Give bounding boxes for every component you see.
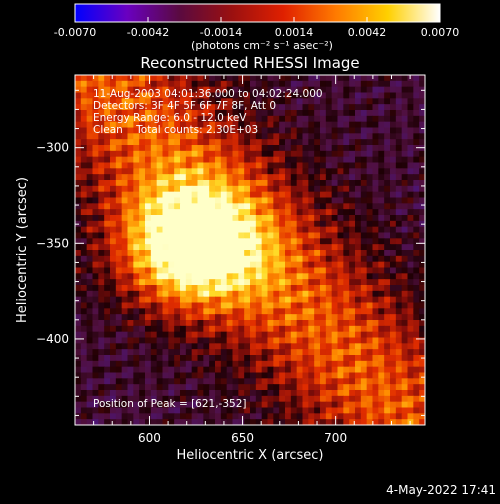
- y-tick-label: −300: [36, 141, 69, 155]
- x-axis-ticks: 600 650 700: [74, 75, 411, 445]
- colorbar-tick-label: 0.0014: [275, 26, 314, 39]
- footer-date: 4-May-2022 17:41: [386, 483, 496, 497]
- annotation-time: 11-Aug-2003 04:01:36.000 to 04:02:24.000: [93, 88, 323, 100]
- heatmap-image: [75, 75, 425, 425]
- x-tick-label: 600: [138, 431, 161, 445]
- annotation-clean: Clean Total counts: 2.30E+03: [93, 124, 258, 136]
- colorbar-gradient: [74, 3, 441, 23]
- y-tick-label: −350: [36, 236, 69, 250]
- annotation-detectors: Detectors: 3F 4F 5F 6F 7F 8F, Att 0: [93, 100, 276, 112]
- peak-position-label: Position of Peak = [621,-352]: [93, 398, 247, 410]
- x-axis-label: Heliocentric X (arcsec): [177, 448, 324, 463]
- colorbar-tick-label: 0.0070: [421, 26, 460, 39]
- colorbar: -0.0070 -0.0042 -0.0014 0.0014 0.0042 0.0070 …: [54, 3, 459, 52]
- annotation-energy: Energy Range: 6.0 - 12.0 keV: [93, 112, 247, 124]
- colorbar-tick-label: -0.0042: [127, 26, 169, 39]
- plot-frame: [74, 74, 426, 426]
- colorbar-tick-label: 0.0042: [348, 26, 387, 39]
- colorbar-unit-label: (photons cm⁻² s⁻¹ asec⁻²): [191, 39, 333, 52]
- colorbar-ticks: -0.0070 -0.0042 -0.0014 0.0014 0.0042 0.0070: [54, 17, 459, 39]
- x-tick-label: 650: [231, 431, 254, 445]
- colorbar-tick-label: -0.0014: [200, 26, 242, 39]
- x-tick-label: 700: [324, 431, 347, 445]
- y-axis-label: Heliocentric Y (arcsec): [15, 177, 30, 323]
- annotation-block: 11-Aug-2003 04:01:36.000 to 04:02:24.000…: [93, 88, 323, 136]
- chart-title: Reconstructed RHESSI Image: [140, 54, 359, 72]
- y-tick-label: −400: [36, 332, 69, 346]
- y-axis-ticks: −300 −350 −400: [36, 89, 425, 416]
- colorbar-tick-label: -0.0070: [54, 26, 96, 39]
